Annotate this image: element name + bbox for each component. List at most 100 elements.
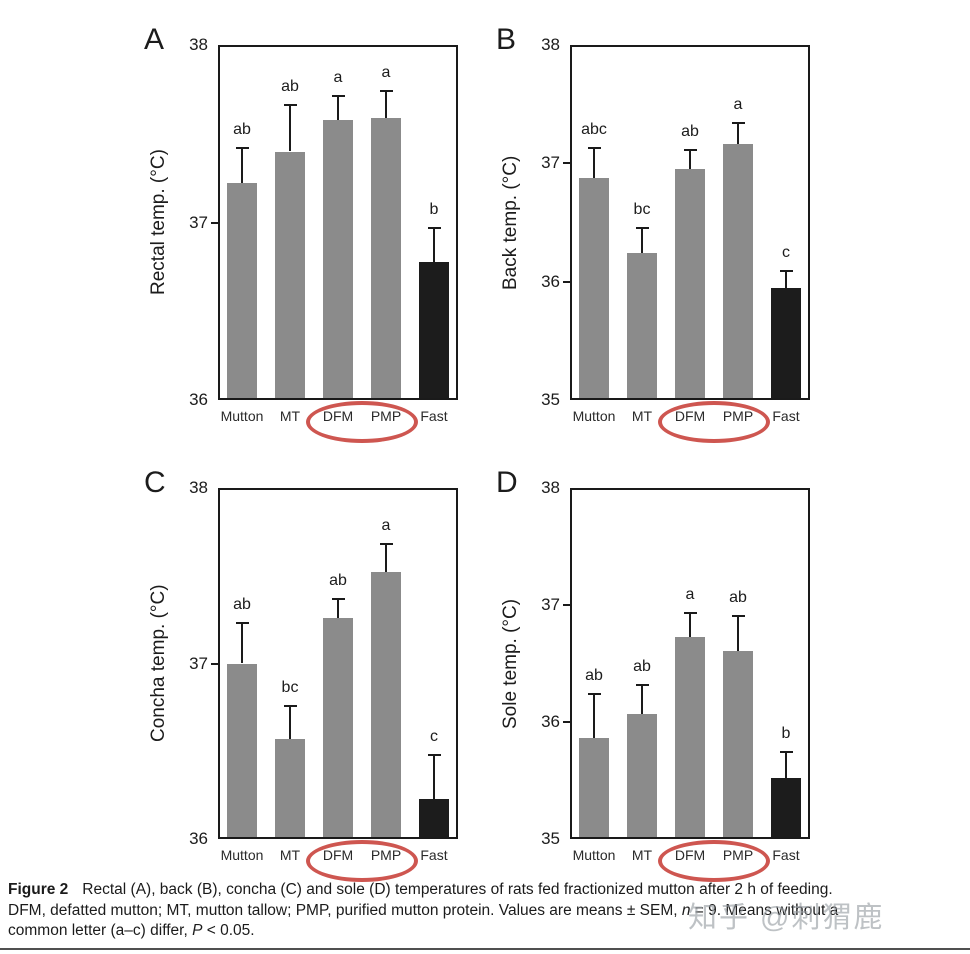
error-bar (241, 623, 243, 664)
error-bar-cap (427, 753, 441, 756)
caption-n-italic: n (681, 901, 691, 919)
error-bar-cap (779, 270, 793, 273)
significance-letter: ab (329, 571, 347, 589)
significance-letter: ab (585, 666, 603, 684)
y-tick-mark (211, 662, 218, 665)
x-label-fast: Fast (772, 847, 800, 863)
significance-letter: c (430, 727, 438, 745)
bar-mt (627, 253, 657, 398)
y-tick-mark (563, 162, 570, 165)
y-tick-mark (563, 721, 570, 723)
figure-number: Figure 2 (8, 881, 69, 898)
error-bar (289, 705, 291, 739)
significance-letter: a (685, 586, 695, 604)
error-bar (593, 693, 595, 739)
error-bar-cap (427, 226, 441, 229)
error-bar-cap (779, 751, 793, 754)
highlight-ellipse (658, 401, 770, 443)
error-bar (385, 544, 387, 573)
y-tick-mark (211, 221, 218, 224)
caption-line2a: DFM, defatted mutton; MT, mutton tallow;… (8, 901, 682, 919)
y-tick-label: 38 (189, 478, 208, 497)
figure-caption: Figure 2 Rectal (A), back (B), concha (C)… (8, 880, 960, 942)
significance-letter: a (381, 517, 391, 535)
error-bar (289, 105, 291, 152)
significance-letter: ab (681, 123, 699, 141)
bar-mt (275, 151, 305, 398)
bar-mutton (227, 663, 257, 837)
error-bar (433, 227, 435, 262)
panel-letter: A (144, 23, 165, 56)
bar-pmp (723, 144, 753, 398)
panel-letter: C (144, 466, 166, 499)
bar-fast (419, 261, 449, 398)
error-bar (337, 96, 339, 120)
error-bar (641, 228, 643, 254)
panel-a: A Rectal temp. (°C) 36 37 38 ab Mutton ab MT a DFM… (130, 20, 490, 460)
error-bar-cap (379, 90, 393, 93)
significance-letter: c (782, 244, 790, 262)
error-bar (641, 684, 643, 714)
error-bar-cap (331, 95, 345, 98)
bar-mt (275, 738, 305, 837)
x-label-mt: MT (631, 847, 653, 863)
x-label-mutton: Mutton (220, 847, 264, 863)
significance-letter: a (333, 69, 343, 87)
significance-letter: ab (729, 588, 747, 606)
error-bar-cap (635, 683, 649, 686)
significance-letter: b (781, 725, 791, 743)
caption-line2b: = 9. Means without a (690, 901, 839, 919)
error-bar-cap (283, 104, 297, 107)
bottom-divider (0, 948, 970, 950)
bar-dfm (675, 636, 705, 837)
bar-fast (771, 778, 801, 837)
y-tick-label: 37 (541, 595, 560, 614)
error-bar-cap (683, 612, 697, 615)
y-tick-label: 37 (541, 153, 560, 173)
y-tick-mark (563, 604, 570, 606)
significance-letter: a (381, 64, 391, 82)
error-bar (737, 615, 739, 651)
error-bar-cap (731, 614, 745, 617)
x-label-mutton: Mutton (572, 408, 616, 424)
error-bar (785, 271, 787, 288)
y-tick-label: 35 (541, 829, 560, 848)
y-tick-label: 36 (541, 271, 560, 291)
error-bar (241, 147, 243, 184)
bar-fast (419, 798, 449, 837)
error-bar (337, 598, 339, 618)
error-bar-cap (587, 692, 601, 695)
x-label-mutton: Mutton (572, 847, 616, 863)
significance-letter: ab (281, 78, 299, 96)
x-label-mt: MT (279, 847, 301, 863)
error-bar-cap (379, 543, 393, 546)
caption-line1: Rectal (A), back (B), concha (C) and sol… (82, 881, 833, 898)
highlight-ellipse (306, 840, 418, 882)
error-bar (785, 752, 787, 779)
panel-b: B Back temp. (°C) 35 36 37 38 abc Mutton bc MT ab D… (482, 20, 842, 460)
error-bar-cap (731, 122, 745, 125)
significance-letter: ab (633, 657, 651, 675)
y-tick-mark (563, 280, 570, 283)
significance-letter: bc (633, 201, 651, 219)
panel-letter: B (496, 23, 517, 56)
bar-pmp (723, 650, 753, 837)
y-axis-label: Back temp. (°C) (500, 155, 521, 290)
caption-line3a: common letter (a–c) differ, (8, 922, 193, 939)
caption-line3b: < 0.05. (202, 922, 255, 939)
significance-letter: b (429, 200, 439, 218)
error-bar (737, 123, 739, 145)
error-bar-cap (235, 146, 249, 149)
x-label-fast: Fast (420, 408, 448, 424)
error-bar-cap (235, 622, 249, 625)
x-label-fast: Fast (420, 847, 448, 863)
bar-mutton (227, 183, 257, 398)
y-tick-label: 37 (189, 212, 208, 232)
error-bar-cap (331, 597, 345, 600)
significance-letter: ab (233, 120, 251, 138)
x-label-fast: Fast (772, 408, 800, 424)
error-bar (433, 754, 435, 799)
y-axis-label: Sole temp. (°C) (500, 598, 521, 729)
y-tick-label: 35 (541, 390, 560, 409)
bar-dfm (675, 169, 705, 398)
